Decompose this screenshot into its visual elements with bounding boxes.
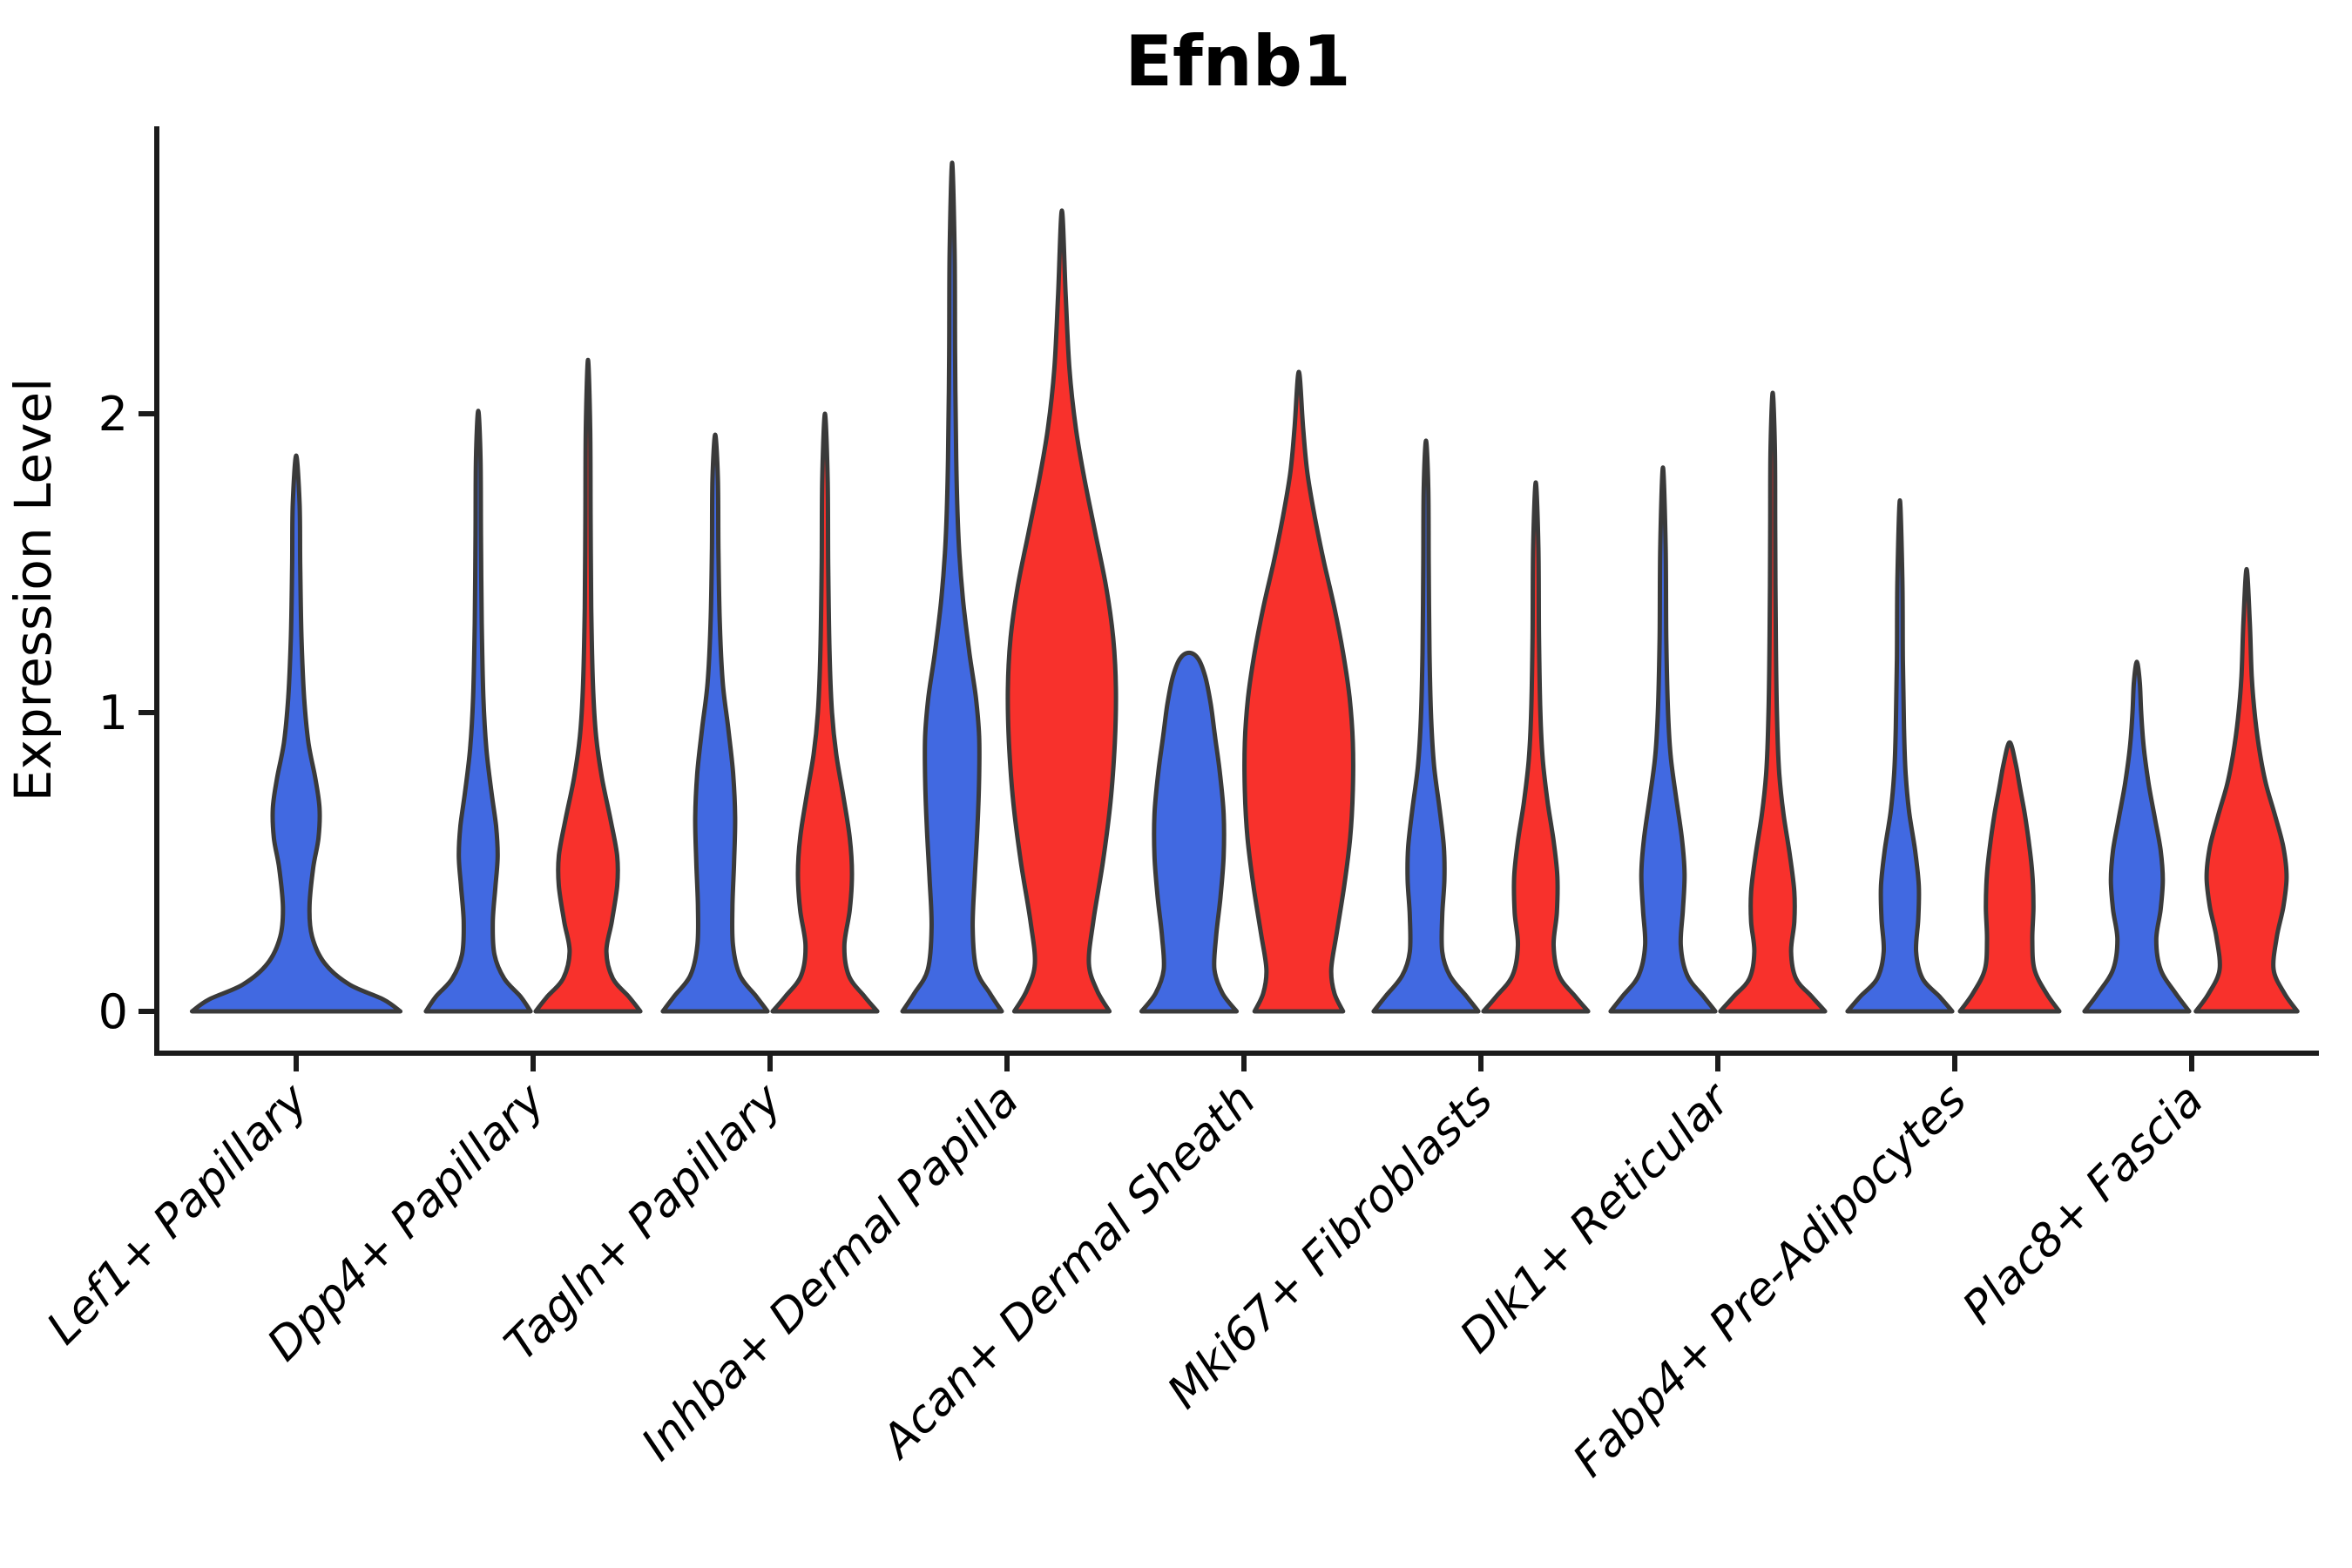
violin-shapes — [189, 160, 2300, 1014]
violin-lef1-blue — [189, 453, 403, 1014]
x-tick-label: Fabp4+ Pre-Adipocytes — [1564, 1074, 1977, 1488]
violin-dpp4-blue — [423, 409, 533, 1014]
violin-mki67-blue — [1371, 438, 1481, 1014]
violin-fabp4-red — [1957, 740, 2062, 1014]
x-tick-label: Plac8+ Fascia — [1953, 1074, 2213, 1335]
violin-mki67-red — [1481, 480, 1591, 1014]
y-axis-label: Expression Level — [3, 378, 63, 801]
violin-inhba-blue — [900, 160, 1004, 1014]
violin-dlk1-blue — [1608, 465, 1718, 1014]
violin-dlk1-red — [1718, 390, 1828, 1014]
y-axis-ticks: 0 1 2 — [98, 387, 157, 1039]
x-tick-label: Inhba+ Dermal Papilla — [632, 1074, 1029, 1471]
y-tick-label: 1 — [98, 686, 128, 740]
violin-inhba-red — [1005, 208, 1119, 1014]
axis-spines — [154, 126, 2319, 1056]
violin-acan-red — [1242, 369, 1355, 1014]
x-tick-label: Acan+ Dermal Sheath — [870, 1074, 1266, 1470]
y-tick-label: 0 — [98, 984, 128, 1039]
violin-tagln-red — [770, 411, 880, 1014]
chart-title: Efnb1 — [1125, 21, 1350, 102]
y-tick-label: 2 — [98, 387, 128, 442]
violin-dpp4-red — [533, 357, 643, 1014]
violin-plac8-red — [2193, 566, 2300, 1014]
x-tick-label: Lef1+ Papillary — [37, 1073, 319, 1355]
violin-tagln-blue — [660, 432, 770, 1014]
violin-plac8-blue — [2082, 659, 2192, 1014]
violin-acan-blue — [1139, 650, 1240, 1014]
violin-fabp4-blue — [1845, 498, 1955, 1014]
